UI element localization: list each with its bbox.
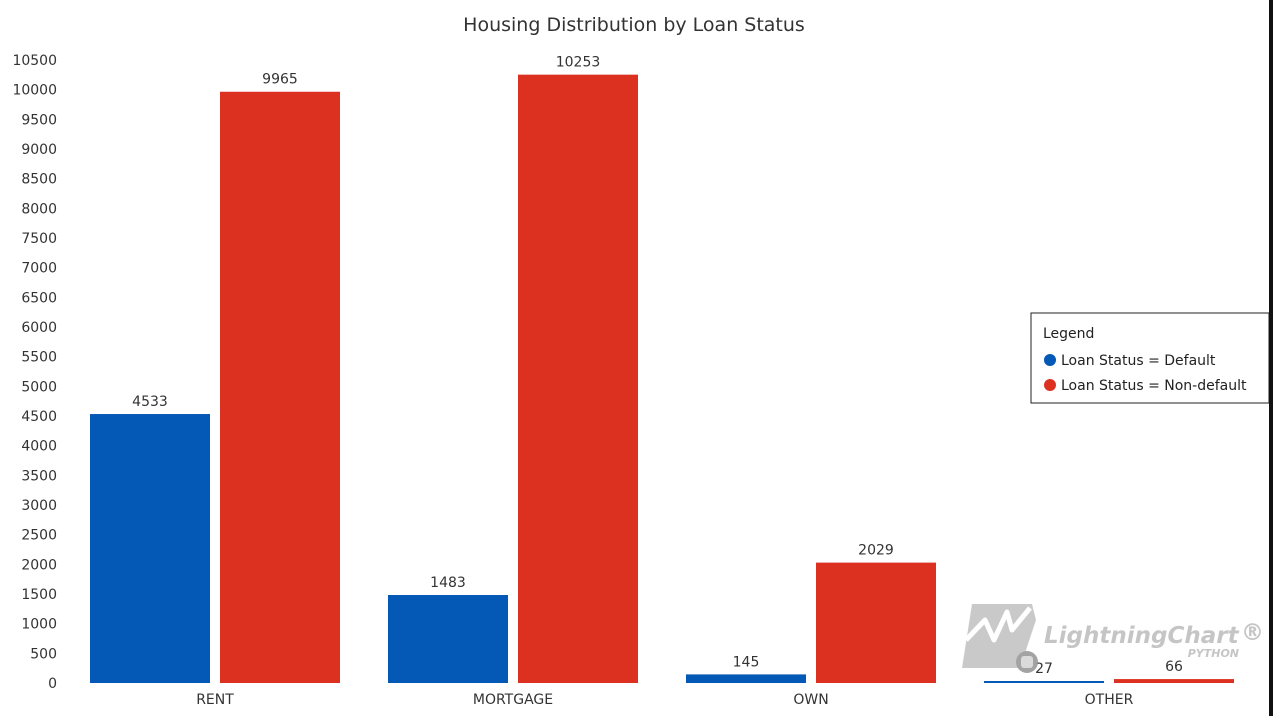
legend: Legend Loan Status = Default Loan Status… (1030, 312, 1269, 404)
y-tick-label-3000: 3000 (21, 498, 57, 514)
y-tick-label-7500: 7500 (21, 231, 57, 247)
y-tick-label-8500: 8500 (21, 172, 57, 188)
x-tick-label-other: OTHER (1085, 692, 1134, 708)
y-tick-label-8000: 8000 (21, 201, 57, 217)
bar-own-non-default[interactable] (816, 562, 936, 683)
bar-mortgage-default[interactable] (388, 595, 508, 683)
lightningchart-logo-icon (962, 604, 1038, 673)
bar-own-default[interactable] (686, 674, 806, 683)
watermark-brand: LightningChart (1044, 623, 1240, 649)
bar-other-default[interactable] (984, 681, 1104, 683)
legend-marker-non-default (1044, 379, 1056, 391)
data-label-own-default: 145 (733, 654, 760, 670)
y-tick-label-10000: 10000 (12, 83, 57, 99)
legend-box (1030, 312, 1269, 404)
legend-title: Legend (1043, 326, 1094, 342)
y-tick-label-7000: 7000 (21, 261, 57, 277)
y-tick-label-5500: 5500 (21, 350, 57, 366)
y-tick-label-500: 500 (30, 646, 57, 662)
watermark: LightningChart ® PYTHON (962, 604, 1264, 673)
x-axis: RENT MORTGAGE OWN OTHER (196, 692, 1133, 708)
y-tick-label-4000: 4000 (21, 439, 57, 455)
data-labels: 4533 9965 1483 10253 145 2029 27 66 (132, 55, 1183, 677)
y-tick-label-9500: 9500 (21, 112, 57, 128)
legend-marker-default (1044, 354, 1056, 366)
watermark-registered: ® (1241, 620, 1264, 646)
data-label-mortgage-non-default: 10253 (556, 55, 601, 71)
y-tick-label-4500: 4500 (21, 409, 57, 425)
data-label-other-default: 27 (1035, 661, 1053, 677)
y-tick-label-5000: 5000 (21, 379, 57, 395)
y-axis: 0 500 1000 1500 2000 2500 3000 3500 4000 4500 5000… (12, 53, 57, 692)
watermark-sub: PYTHON (1188, 647, 1239, 660)
y-tick-label-6500: 6500 (21, 290, 57, 306)
data-label-rent-non-default: 9965 (262, 72, 298, 88)
data-label-mortgage-default: 1483 (430, 575, 466, 591)
data-label-other-non-default: 66 (1165, 659, 1183, 675)
y-tick-label-2500: 2500 (21, 528, 57, 544)
y-tick-label-10500: 10500 (12, 53, 57, 69)
y-tick-label-1000: 1000 (21, 617, 57, 633)
legend-label-non-default: Loan Status = Non-default (1061, 378, 1247, 394)
bar-rent-default[interactable] (90, 414, 210, 683)
y-tick-label-9000: 9000 (21, 142, 57, 158)
legend-label-default: Loan Status = Default (1061, 353, 1216, 369)
x-tick-label-rent: RENT (196, 692, 234, 708)
y-tick-label-3500: 3500 (21, 468, 57, 484)
bar-other-non-default[interactable] (1114, 679, 1234, 683)
x-tick-label-mortgage: MORTGAGE (473, 692, 553, 708)
data-label-rent-default: 4533 (132, 394, 168, 410)
y-tick-label-6000: 6000 (21, 320, 57, 336)
y-tick-label-1500: 1500 (21, 587, 57, 603)
data-label-own-non-default: 2029 (858, 543, 894, 559)
x-tick-label-own: OWN (793, 692, 828, 708)
bar-series (90, 74, 1234, 683)
bar-rent-non-default[interactable] (220, 91, 340, 683)
y-tick-label-0: 0 (48, 676, 57, 692)
bar-mortgage-non-default[interactable] (518, 74, 638, 683)
window-edge (1269, 0, 1273, 716)
chart-title: Housing Distribution by Loan Status (463, 14, 805, 36)
y-tick-label-2000: 2000 (21, 557, 57, 573)
